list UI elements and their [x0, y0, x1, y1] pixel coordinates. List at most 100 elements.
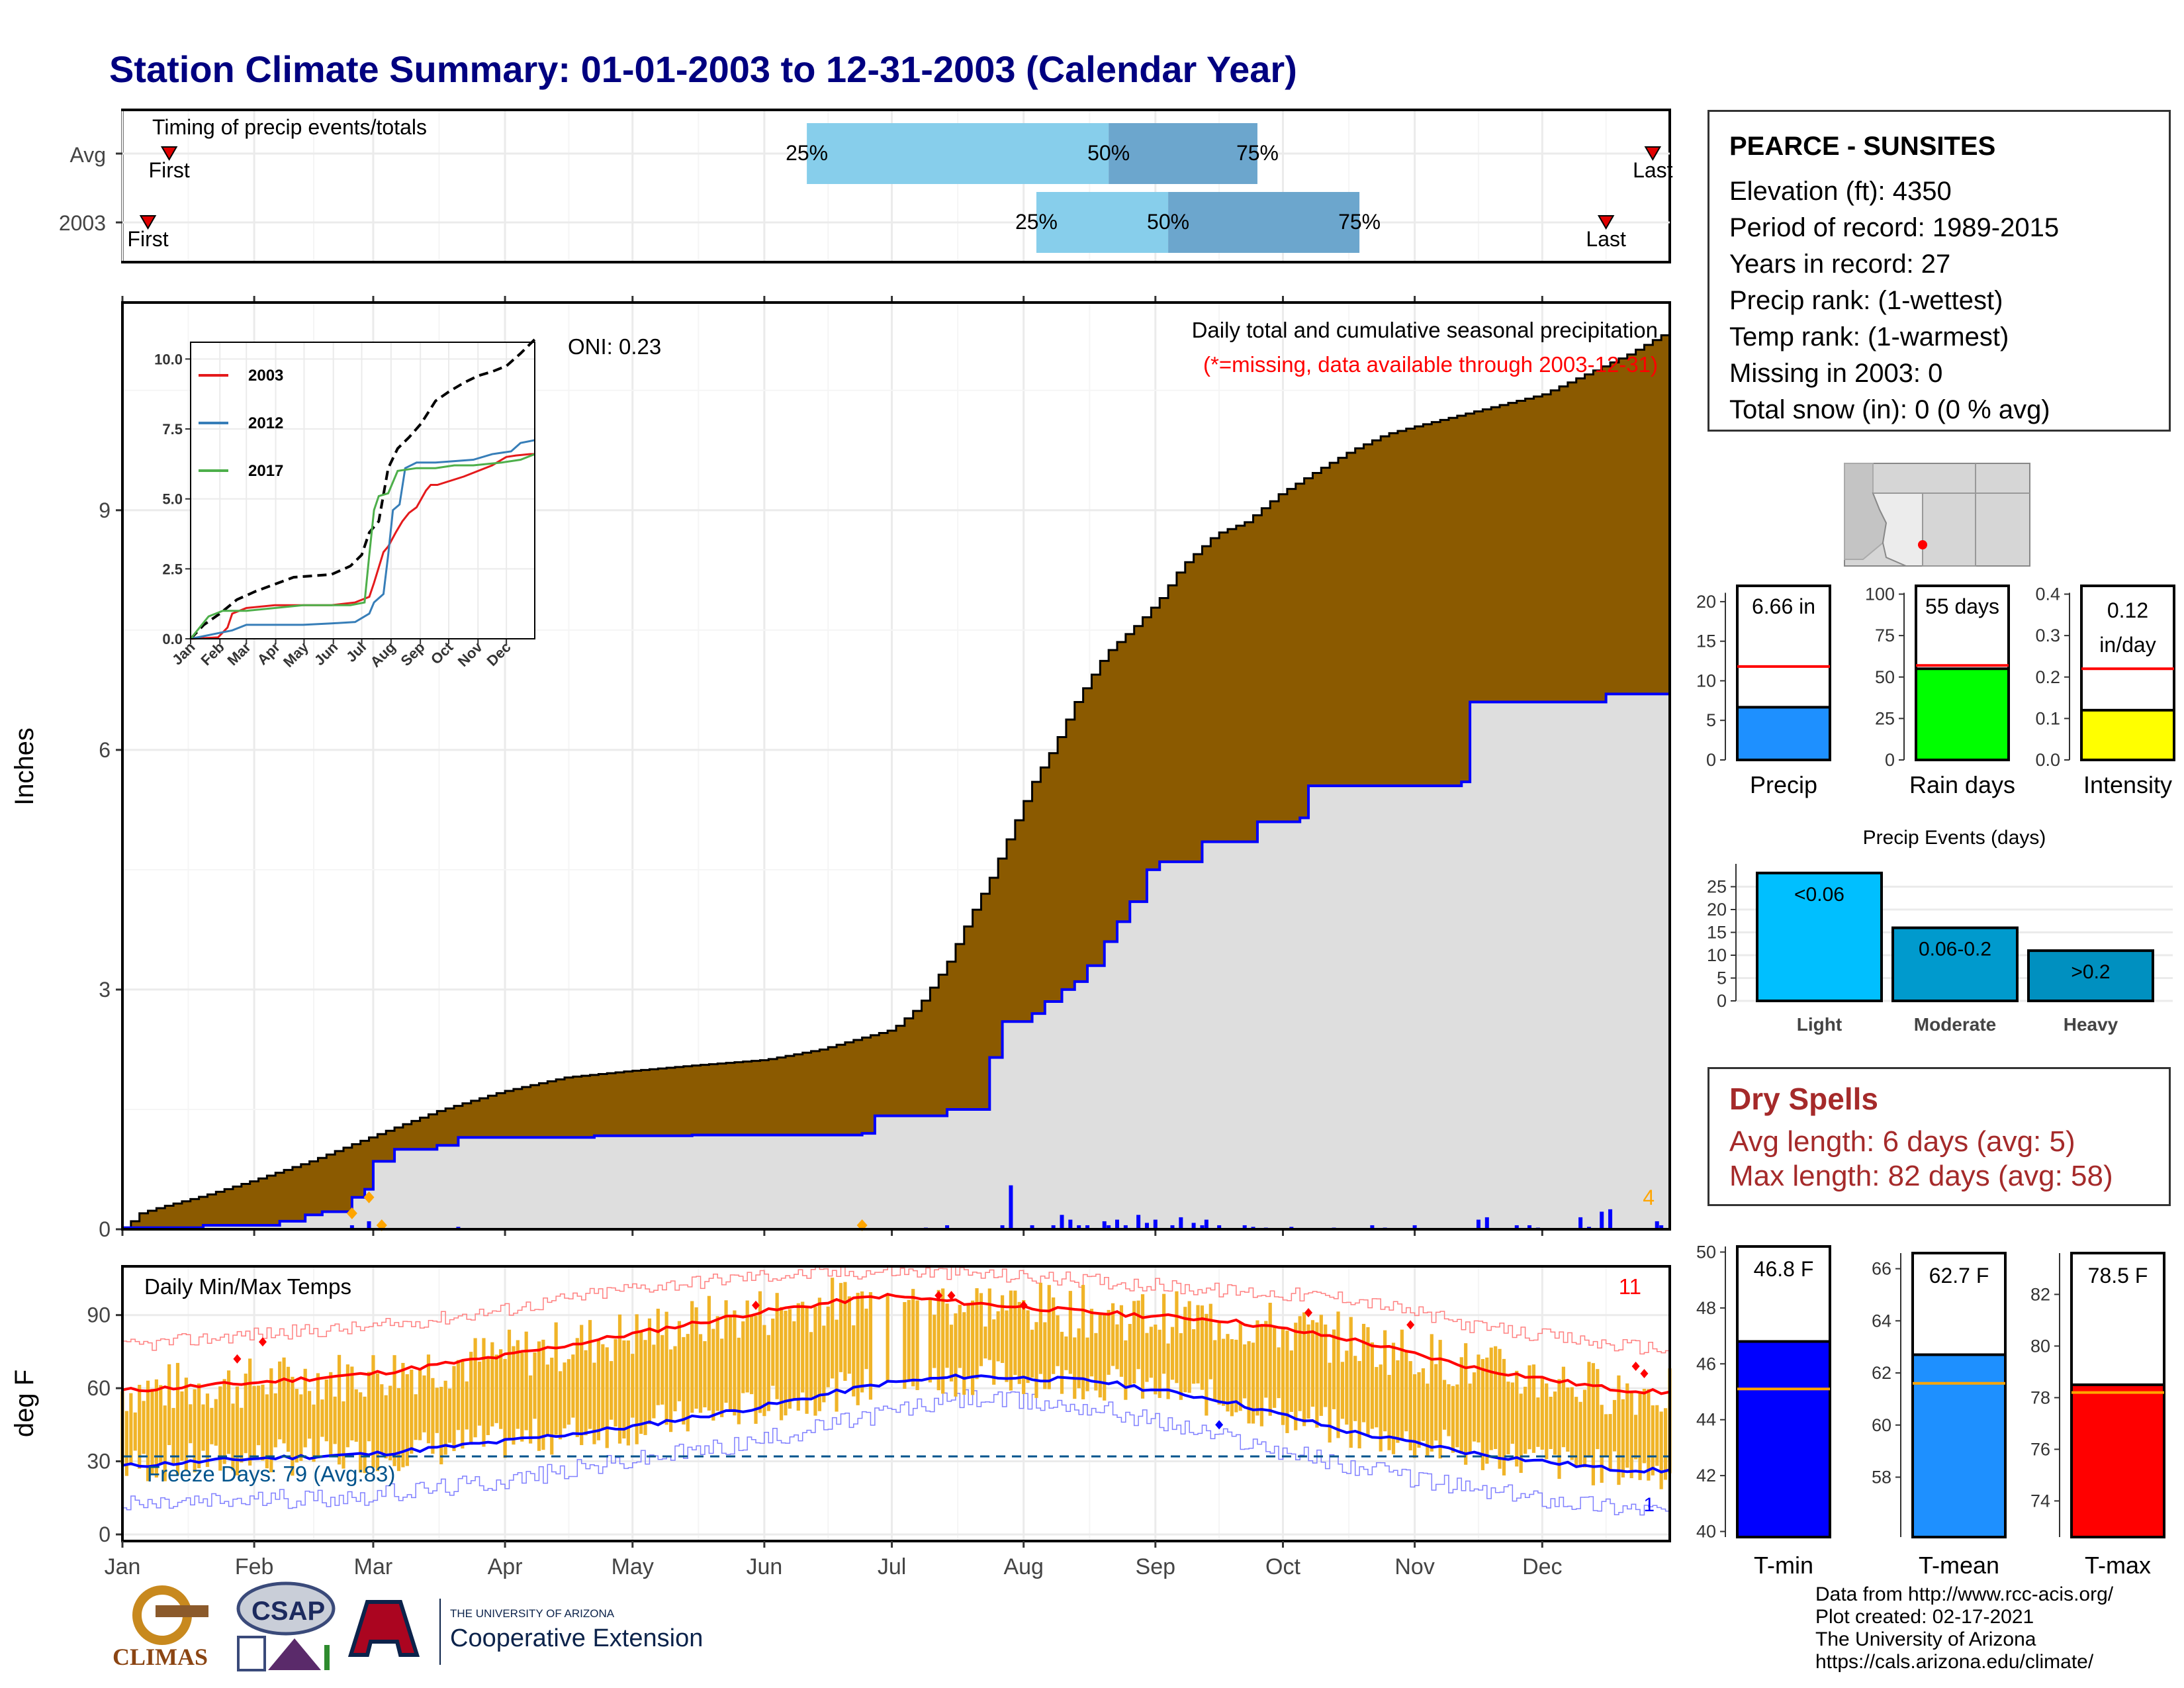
daily-temp-bar [1009, 1290, 1013, 1391]
timing-first-label: First [149, 158, 190, 182]
climas-text: CLIMAS [113, 1644, 208, 1670]
record-marker [1640, 1369, 1649, 1378]
events-tick-label: 0 [1717, 991, 1727, 1011]
daily-temp-bar [1234, 1339, 1238, 1413]
daily-temp-bar [1625, 1383, 1629, 1468]
daily-temp-bar [1566, 1387, 1570, 1452]
daily-temp-bar [1477, 1354, 1480, 1443]
daily-temp-bar [1404, 1351, 1408, 1432]
daily-precip-bar [1655, 1221, 1659, 1229]
daily-temp-bar [354, 1389, 358, 1442]
daily-temp-bar [775, 1293, 779, 1399]
daily-temp-bar [1281, 1327, 1285, 1425]
freeze-days-label: Freeze Days: 79 (Avg:83) [147, 1462, 395, 1486]
daily-temp-bar [1438, 1340, 1442, 1459]
station-period: Period of record: 1989-2015 [1729, 213, 2060, 242]
daily-temp-bar [341, 1401, 345, 1469]
daily-temp-bar [1400, 1329, 1404, 1439]
daily-temp-bar [1557, 1379, 1561, 1479]
month-label: Oct [1265, 1554, 1300, 1579]
timing-first-marker [160, 146, 178, 161]
daily-temp-bar [1247, 1341, 1251, 1424]
daily-temp-bar [1013, 1290, 1017, 1376]
daily-temp-bar [643, 1340, 647, 1435]
map-new-mexico [1922, 492, 1976, 567]
daily-temp-bar [1510, 1382, 1514, 1444]
daily-temp-bar [1621, 1399, 1625, 1477]
daily-temp-bar [677, 1321, 682, 1401]
daily-temp-bar [150, 1389, 154, 1475]
tempbar-value-label: 62.7 F [1929, 1264, 1989, 1288]
daily-precip-bar [1123, 1225, 1128, 1229]
daily-temp-bar [1434, 1364, 1438, 1441]
daily-temp-bar [1596, 1369, 1600, 1450]
daily-temp-bar [333, 1396, 337, 1444]
daily-temp-bar [1251, 1342, 1255, 1424]
daily-temp-bar [512, 1346, 516, 1445]
timing-label: Timing of precip events/totals [152, 115, 427, 139]
daily-temp-bar [1600, 1405, 1604, 1483]
daily-temp-bar [154, 1379, 158, 1478]
credit-source: Data from http://www.rcc-acis.org/ [1815, 1583, 2114, 1605]
daily-precip-bar [1077, 1225, 1081, 1229]
daily-temp-bar [473, 1338, 477, 1438]
daily-temp-bar [550, 1357, 554, 1455]
month-label: Jan [105, 1554, 141, 1579]
precip-ytick-label: 9 [99, 498, 111, 522]
daily-temp-bar [184, 1378, 188, 1472]
summary-category-label: Intensity [2083, 771, 2172, 798]
daily-temp-bar [1536, 1397, 1540, 1447]
daily-temp-bar [312, 1404, 316, 1462]
daily-temp-bar [1345, 1350, 1349, 1425]
summary-tick-label: 0 [1885, 750, 1895, 770]
climas-logo: CLIMAS [113, 1585, 208, 1670]
daily-precip-bar [1000, 1225, 1005, 1229]
events-tick-label: 5 [1717, 968, 1727, 988]
daily-temp-bar [1005, 1310, 1009, 1382]
daily-temp-bar [1519, 1393, 1523, 1474]
oni-label: ONI: 0.23 [568, 334, 661, 359]
daily-precip-bar [1200, 1225, 1205, 1229]
daily-temp-bar [1158, 1329, 1161, 1398]
daily-temp-bar [1357, 1361, 1361, 1448]
events-tick-label: 20 [1707, 900, 1727, 919]
csap-text: CSAP [251, 1597, 325, 1626]
daily-temp-bar [469, 1352, 473, 1445]
daily-temp-bar [431, 1378, 435, 1454]
tempbar-tick-label: 44 [1696, 1410, 1716, 1430]
daily-temp-bar [660, 1335, 664, 1405]
daily-precip-bar [945, 1225, 950, 1229]
daily-temp-bar [958, 1305, 962, 1368]
daily-temp-bar [218, 1386, 222, 1471]
daily-temp-bar [886, 1294, 889, 1382]
daily-temp-bar [575, 1338, 579, 1437]
daily-temp-bar [171, 1407, 175, 1466]
daily-temp-bar [1455, 1384, 1459, 1448]
daily-temp-bar [796, 1303, 800, 1411]
daily-temp-bar [966, 1303, 970, 1379]
daily-temp-bar [826, 1306, 830, 1387]
daily-temp-bar [728, 1315, 733, 1411]
daily-temp-bar [345, 1364, 350, 1448]
normal-min-line [122, 1374, 1670, 1474]
daily-temp-bar [205, 1393, 210, 1468]
daily-precip-bar [1608, 1209, 1613, 1229]
summary-tick-label: 0.4 [2035, 585, 2060, 604]
month-label: Nov [1394, 1554, 1434, 1579]
daily-temp-bar [711, 1329, 715, 1421]
daily-temp-bar [1238, 1323, 1242, 1411]
station-precip-rank: Precip rank: (1-wettest) [1729, 286, 2003, 315]
daily-temp-bar [1302, 1312, 1306, 1427]
daily-temp-bar [1183, 1307, 1187, 1393]
dry-spells-max: Max length: 82 days (avg: 58) [1729, 1160, 2113, 1192]
inset-ytick-label: 2.5 [162, 561, 183, 577]
daily-temp-bar [490, 1342, 494, 1427]
daily-temp-bar [626, 1340, 630, 1446]
tempbar-value-bar [2070, 1383, 2165, 1538]
csap-logo: CSAP [236, 1581, 336, 1671]
daily-temp-bar [465, 1381, 469, 1430]
inset-ytick-label: 10.0 [154, 351, 183, 367]
record-marker [1019, 1300, 1028, 1310]
events-bar-label: >0.2 [2071, 961, 2110, 983]
record-marker [258, 1337, 267, 1347]
